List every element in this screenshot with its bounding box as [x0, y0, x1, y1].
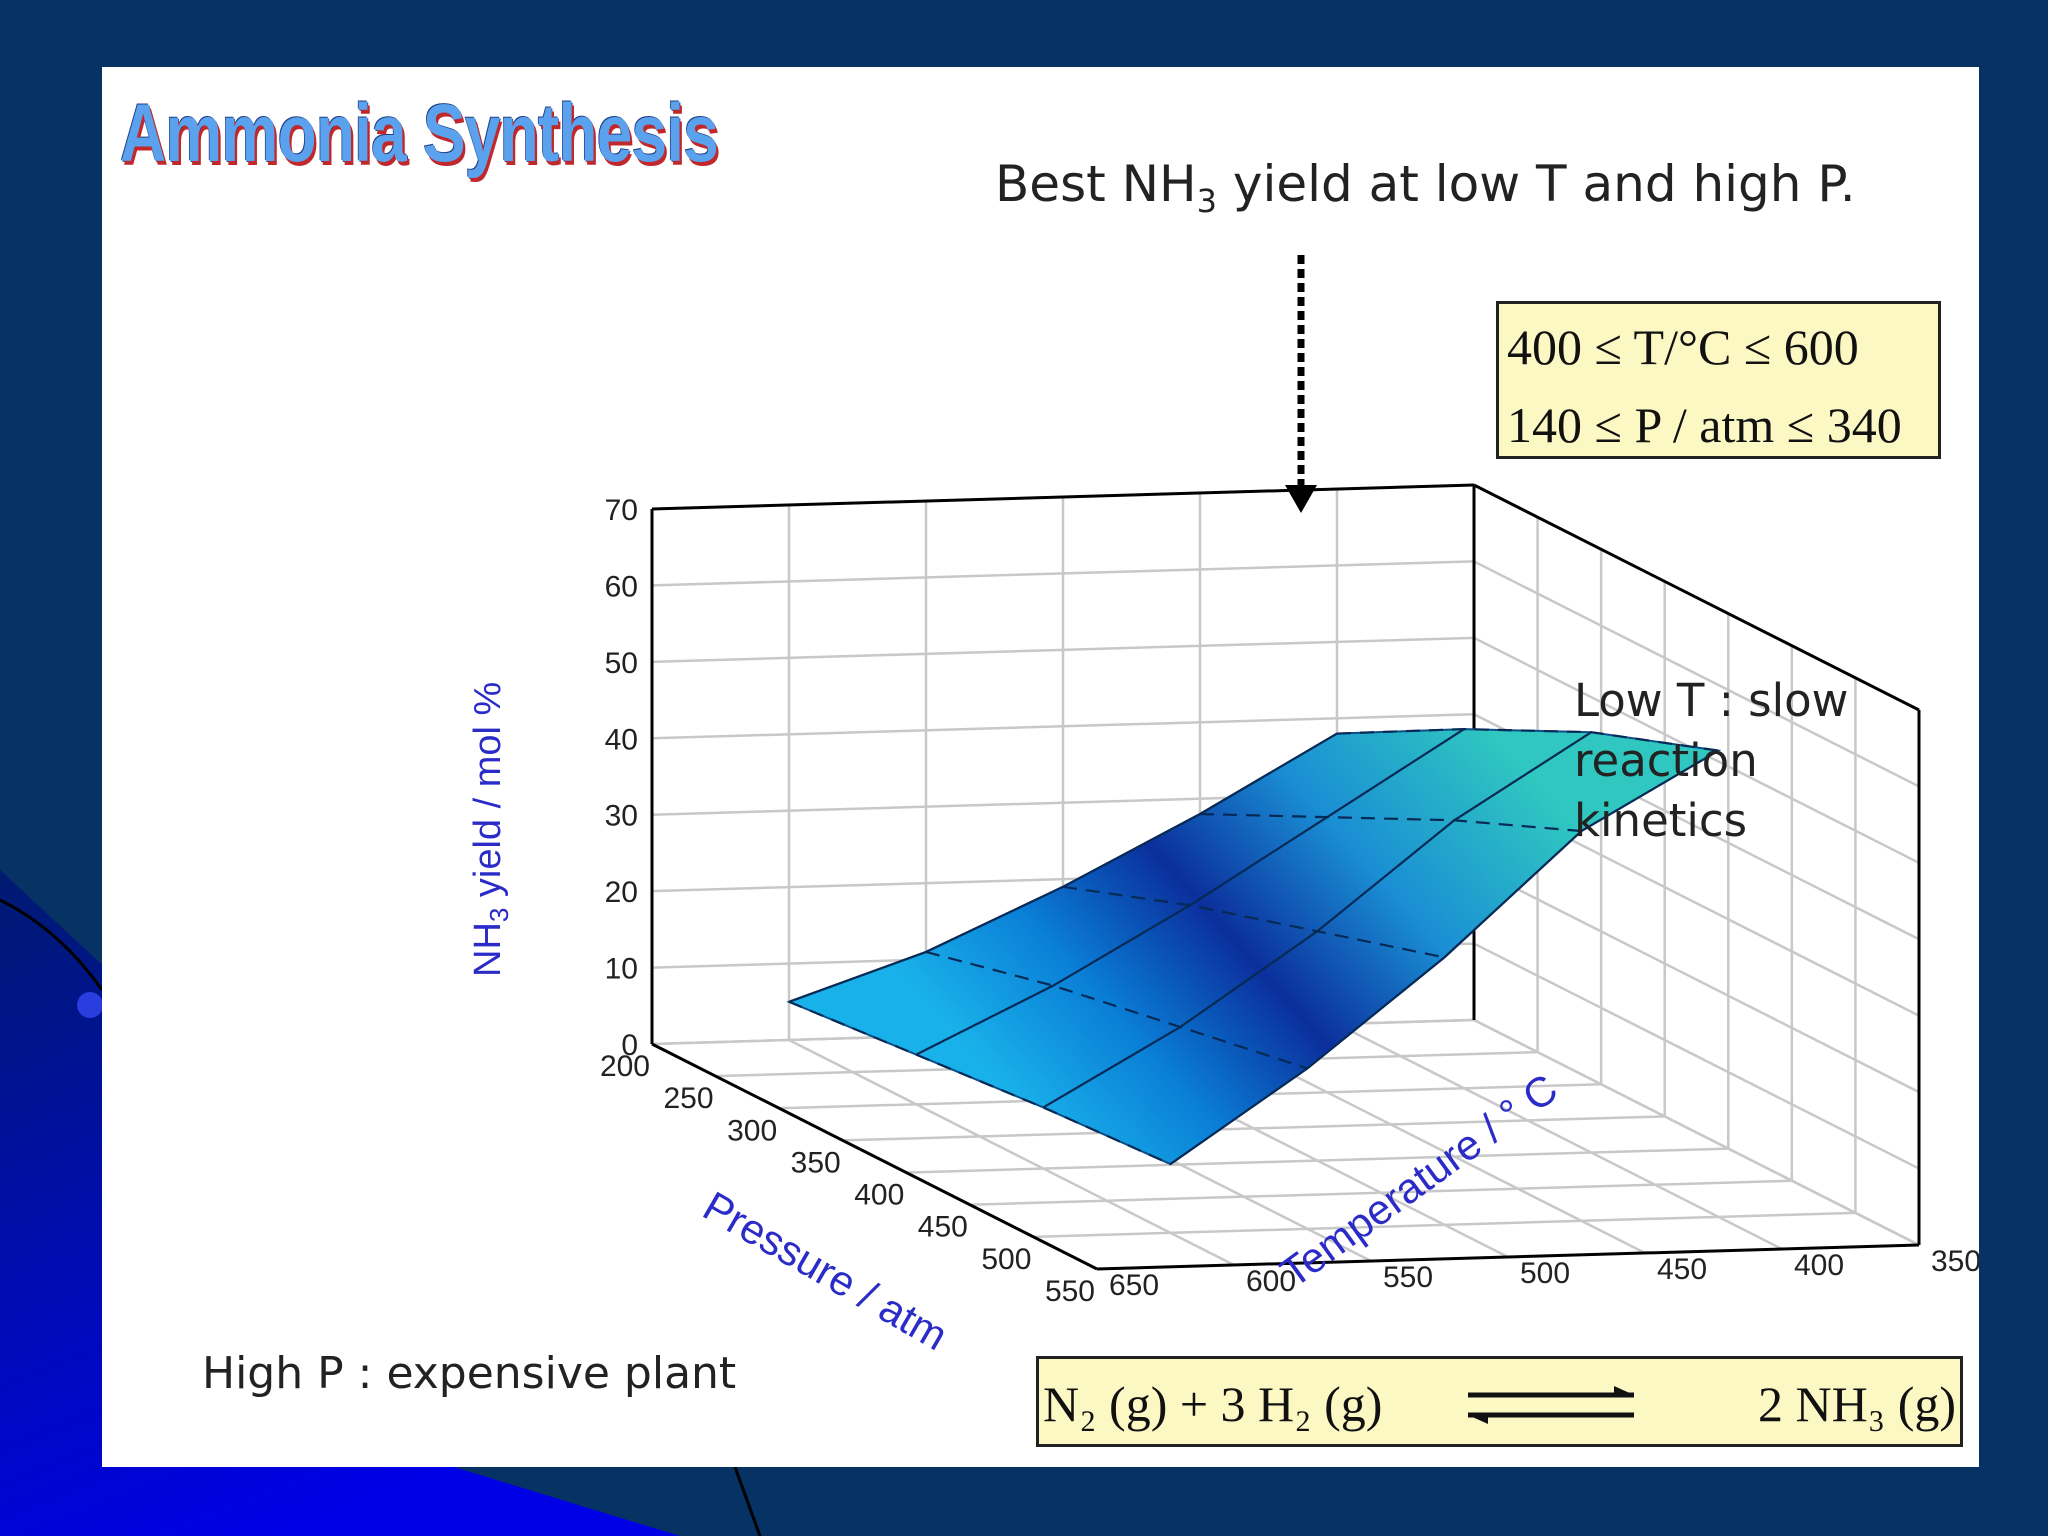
z-tick-label: 20	[605, 876, 638, 909]
z-tick-label: 60	[605, 570, 638, 603]
z-tick-label: 70	[605, 494, 638, 527]
y-tick-label: 600	[1246, 1265, 1296, 1298]
x-axis-label: Pressure / atm	[696, 1182, 956, 1359]
y-tick-label: 450	[1657, 1253, 1707, 1286]
axis-line	[651, 483, 1475, 511]
x-tick-label: 350	[791, 1146, 841, 1179]
x-tick-label: 550	[1045, 1275, 1095, 1308]
down-arrow-icon	[1285, 255, 1317, 513]
pressure-condition: 140 ≤ P / atm ≤ 340	[1507, 397, 1902, 453]
y-tick-label: 500	[1520, 1257, 1570, 1290]
equilibrium-arrows-icon	[1468, 1386, 1634, 1424]
x-tick-label: 300	[727, 1114, 777, 1147]
x-tick-label: 400	[854, 1179, 904, 1212]
temperature-condition: 400 ≤ T/°C ≤ 600	[1507, 319, 1859, 375]
surface-mesh-line	[1169, 749, 1719, 1165]
y-tick-label: 350	[1931, 1245, 1979, 1278]
grid-line	[1473, 1018, 1920, 1247]
surface-chart: 0 10 20 30 40 50 60 70 200 250 300 350 400 450 500 550 3…	[467, 255, 1979, 1359]
axis-line	[1096, 1243, 1920, 1271]
z-tick-label: 0	[621, 1029, 638, 1062]
low-t-annotation: Low T : slow reaction kinetics	[1574, 674, 1849, 847]
z-axis-label: NH3 yield / mol %	[467, 682, 514, 977]
slide-title: Ammonia Synthesis	[120, 88, 719, 179]
z-tick-label: 40	[605, 723, 638, 756]
bullet-dot	[77, 992, 103, 1018]
z-tick-label: 30	[605, 800, 638, 833]
surface-mesh-line	[1199, 812, 1582, 833]
grid-line	[1473, 560, 1920, 788]
grid-line	[788, 1038, 1235, 1267]
axis-line	[1473, 483, 1920, 712]
x-tick-label: 250	[664, 1082, 714, 1115]
equation-product: 2 NH₃ (g)	[1758, 1376, 1956, 1432]
x-tick-label: 500	[981, 1243, 1031, 1276]
surface-mesh-line	[925, 950, 1308, 1070]
yield-surface	[786, 727, 1722, 1166]
y-tick-label: 650	[1109, 1269, 1159, 1302]
y-tick-label: 400	[1794, 1249, 1844, 1282]
surface-mesh-line	[1336, 727, 1719, 752]
equation-reactants: N₂ (g) + 3 H₂ (g)	[1043, 1376, 1383, 1432]
z-tick-label: 10	[605, 953, 638, 986]
tick-labels: 0 10 20 30 40 50 60 70 200 250 300 350 400 450 500 550 3…	[600, 494, 1979, 1308]
best-yield-annotation: Best NH3 yield at low T and high P.	[995, 155, 1856, 220]
high-p-annotation: High P : expensive plant	[202, 1348, 737, 1399]
y-tick-label: 550	[1383, 1261, 1433, 1294]
grid-line	[1473, 942, 1920, 1170]
z-tick-label: 50	[605, 647, 638, 680]
content-panel: Ammonia Synthesis 0 10 20 30 40 50 60 70 200 250 3…	[102, 67, 1979, 1467]
conditions-box: 400 ≤ T/°C ≤ 600 140 ≤ P / atm ≤ 340	[1496, 301, 1941, 459]
equation-box: N₂ (g) + 3 H₂ (g) 2 NH₃ (g)	[1036, 1356, 1963, 1447]
grid-line	[1336, 1022, 1783, 1251]
x-tick-label: 450	[918, 1211, 968, 1244]
surface-mesh-line	[1062, 885, 1445, 959]
grid-line	[1473, 866, 1920, 1094]
x-tick-label: 200	[600, 1050, 650, 1083]
axis-line	[651, 1042, 1098, 1271]
